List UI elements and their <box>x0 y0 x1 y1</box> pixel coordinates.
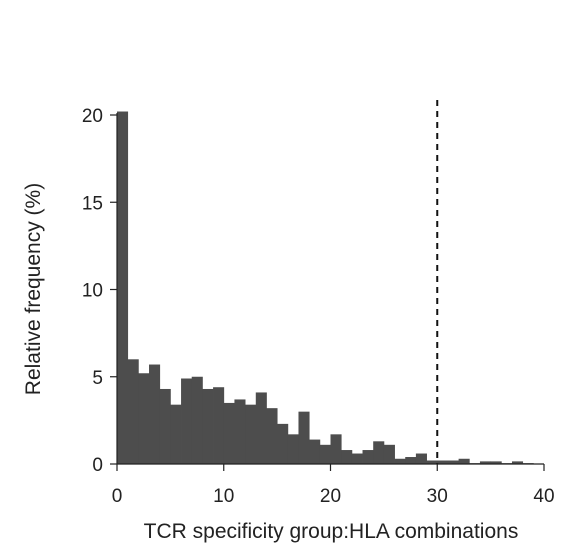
histogram-bar <box>394 458 406 464</box>
histogram-bar <box>298 411 310 464</box>
histogram-bar <box>341 450 353 464</box>
histogram-bar <box>170 404 182 464</box>
histogram-bar <box>149 364 161 464</box>
histogram-bar <box>458 458 470 464</box>
bars-group <box>117 111 534 464</box>
histogram-bar <box>415 453 427 464</box>
histogram-bar <box>511 461 524 464</box>
histogram-bar <box>426 460 438 464</box>
histogram-bar <box>287 434 299 464</box>
histogram-bar <box>202 388 214 464</box>
x-tick-label: 0 <box>112 486 123 507</box>
y-tick-label: 5 <box>92 368 103 389</box>
x-tick-label: 20 <box>320 486 341 507</box>
x-tick-label: 40 <box>533 486 554 507</box>
histogram-bar <box>330 434 342 464</box>
histogram-bar <box>159 388 171 464</box>
histogram-bar <box>117 111 129 464</box>
histogram-bar <box>255 392 267 464</box>
ticks-group: 0 5 10 15 20 0 10 20 30 40 <box>82 106 555 507</box>
x-tick-label: 10 <box>213 486 234 507</box>
y-tick-label: 20 <box>82 106 103 127</box>
histogram-bar <box>437 460 449 464</box>
y-tick-label: 10 <box>82 281 103 302</box>
histogram-bar <box>234 399 246 464</box>
histogram-bar <box>383 444 395 464</box>
histogram-bar <box>266 408 278 464</box>
y-tick-label: 15 <box>82 193 103 214</box>
x-tick-label: 30 <box>427 486 448 507</box>
histogram-bar <box>213 387 225 464</box>
histogram-bar <box>223 402 235 464</box>
histogram-bar <box>362 450 374 464</box>
histogram-bar <box>479 461 492 464</box>
histogram-bar <box>309 439 321 464</box>
histogram-bar <box>181 378 193 464</box>
y-tick-label: 0 <box>92 455 103 476</box>
histogram-bar <box>191 376 203 464</box>
histogram-bar <box>373 441 385 464</box>
histogram-bar <box>319 444 331 464</box>
histogram-bar <box>490 461 502 464</box>
histogram-bar <box>447 460 460 464</box>
histogram-bar <box>405 457 417 464</box>
histogram-bar <box>245 404 257 464</box>
histogram-bar <box>277 423 289 464</box>
y-axis-title: Relative frequency (%) <box>22 183 45 395</box>
x-axis-title: TCR specificity group:HLA combinations <box>144 520 519 543</box>
histogram-bar <box>138 373 150 464</box>
histogram-bar <box>127 359 139 464</box>
histogram-bar <box>351 453 363 464</box>
